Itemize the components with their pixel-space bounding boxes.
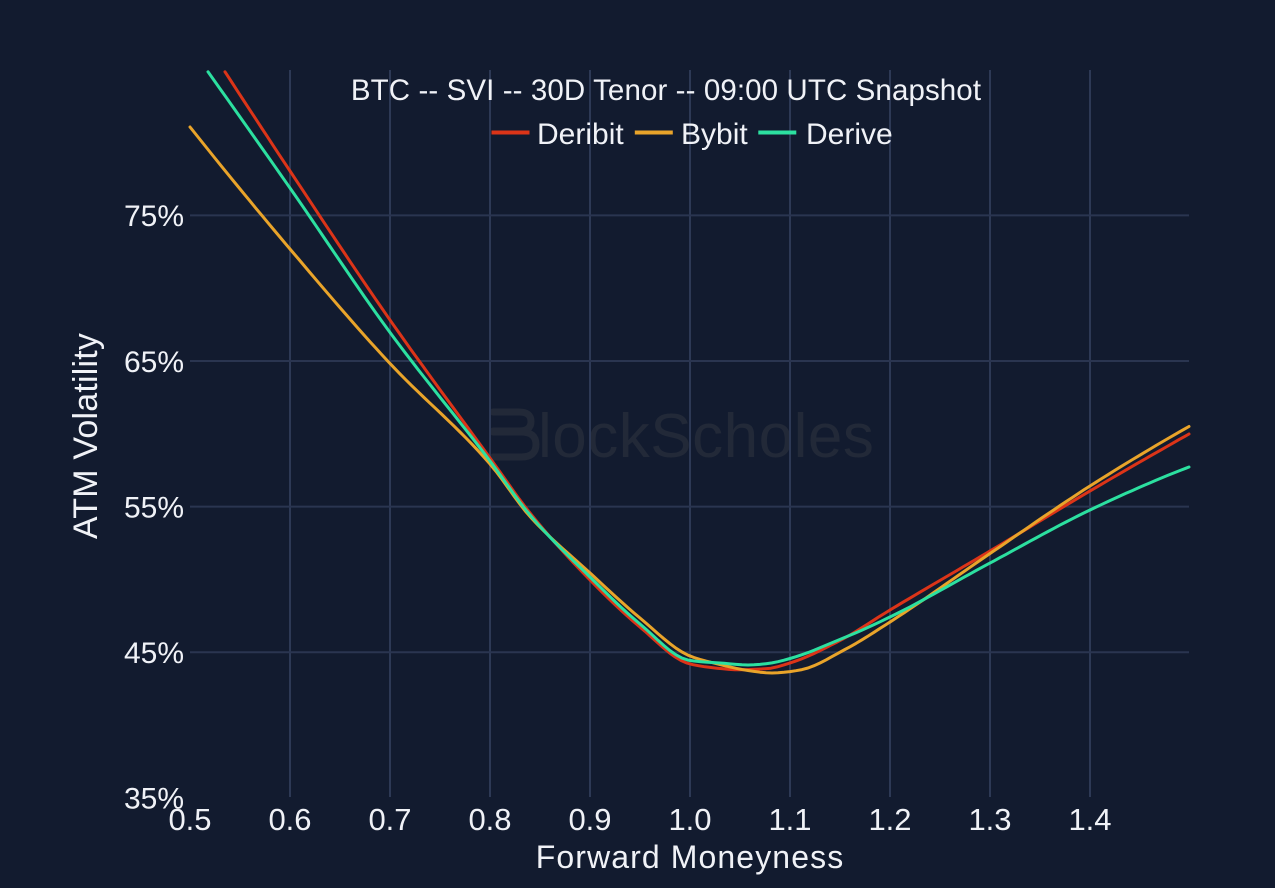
svg-text:ATM Volatility: ATM Volatility [67,333,105,539]
svg-text:1.2: 1.2 [868,802,911,837]
svg-text:1.1: 1.1 [768,802,811,837]
svg-text:0.5: 0.5 [168,802,211,837]
svg-text:Forward Moneyness: Forward Moneyness [536,839,845,875]
svg-text:65%: 65% [124,346,184,379]
svg-text:35%: 35% [124,783,184,816]
svg-text:BTC -- SVI -- 30D Tenor -- 09:: BTC -- SVI -- 30D Tenor -- 09:00 UTC Sna… [351,74,981,107]
svg-text:75%: 75% [124,200,184,233]
svg-text:0.6: 0.6 [268,802,311,837]
svg-text:1.0: 1.0 [668,802,711,837]
svg-text:0.8: 0.8 [468,802,511,837]
svg-text:Deribit: Deribit [537,118,624,151]
svg-text:45%: 45% [124,637,184,670]
svg-text:0.9: 0.9 [568,802,611,837]
svg-text:1.3: 1.3 [968,802,1011,837]
svg-text:1.4: 1.4 [1068,802,1111,837]
svg-text:0.7: 0.7 [368,802,411,837]
svg-text:lockScholes: lockScholes [538,402,874,471]
svg-text:Bybit: Bybit [681,118,748,151]
svg-text:Derive: Derive [806,118,893,151]
svg-text:55%: 55% [124,491,184,524]
